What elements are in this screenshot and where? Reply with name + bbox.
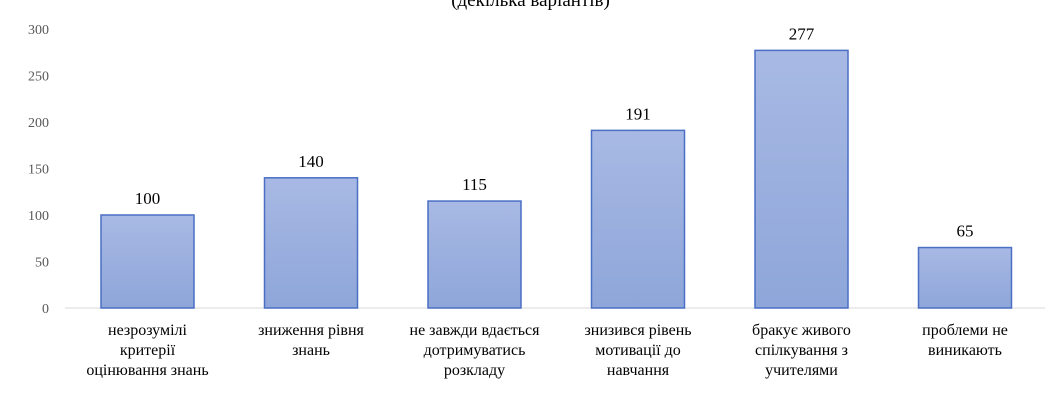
data-labels: 100 140 115 191 277 65 [135,24,974,240]
y-tick-label: 250 [28,70,49,85]
data-label: 65 [957,222,974,241]
data-label: 191 [625,104,651,123]
category-label: бракує живого спілкування з учителями [752,322,851,379]
bar [917,246,1013,309]
bar [100,214,195,309]
category-label: незрозумілі критерії оцінювання знань [86,322,208,379]
y-tick-label: 0 [42,302,49,317]
data-label: 115 [462,175,487,194]
y-tick-label: 200 [28,116,49,131]
bar [590,129,686,309]
category-labels: незрозумілі критерії оцінювання знань зниже… [86,322,1008,379]
bar [754,49,849,309]
bars [100,49,1013,309]
bar [263,177,359,309]
y-axis: 0 50 100 150 200 250 300 [28,23,49,317]
data-label: 277 [789,24,815,43]
data-label: 140 [298,152,324,171]
category-label: проблеми не виникають [922,322,1008,359]
category-label: не завжди вдається дотримуватись розкладу [410,322,541,379]
data-label: 100 [135,189,161,208]
bar [427,200,522,309]
category-label: зниження рівня знань [258,322,364,359]
y-tick-label: 300 [28,23,49,38]
y-tick-label: 150 [28,163,49,178]
y-tick-label: 100 [28,209,49,224]
chart-title: (декілька варіантів) [451,0,610,11]
y-tick-label: 50 [35,256,49,271]
category-label: знизився рівень мотивації до навчання [584,322,691,379]
